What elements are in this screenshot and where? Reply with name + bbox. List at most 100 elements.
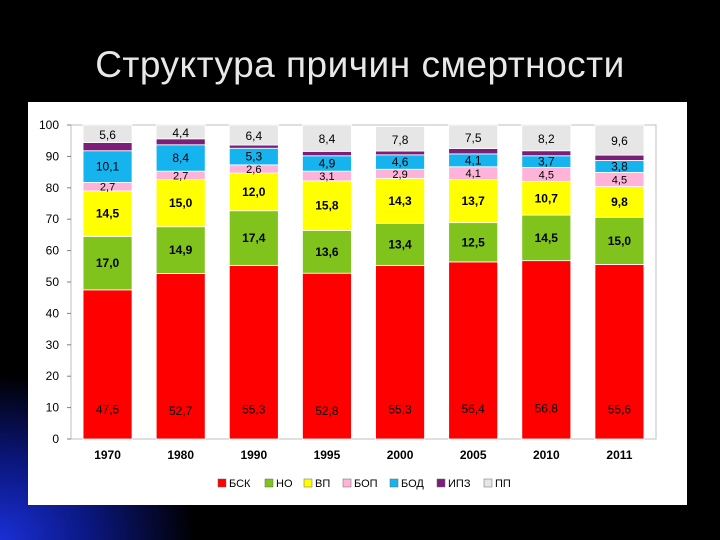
data-label: 9,8 [611,195,628,209]
data-label: 13,6 [315,245,339,259]
data-label: 4,9 [319,156,336,170]
y-tick-label: 50 [46,275,60,289]
bar-segment [375,222,425,266]
data-label: 4,5 [612,174,627,186]
bar-segment [82,236,133,291]
y-tick-label: 90 [46,149,60,163]
legend-swatch [342,478,352,488]
data-label: 14,3 [388,194,412,208]
data-label: 4,4 [172,126,189,140]
legend-label: НО [276,478,293,490]
data-label: 5,3 [245,150,262,164]
bar-segment [448,124,499,149]
data-label: 14,5 [96,207,120,221]
bar-segment [448,222,499,263]
legend-label: ИПЗ [448,478,471,490]
data-label: 55,6 [608,402,632,416]
y-tick-label: 20 [46,369,60,383]
data-label: 12,5 [462,235,486,249]
bar-segment [228,172,279,212]
y-tick-label: 40 [46,306,60,320]
data-label: 3,8 [611,159,628,173]
bar-segment [594,264,645,440]
legend-label: ВП [315,478,330,490]
data-label: 12,0 [242,185,266,199]
chart-panel: 0 10 20 30 40 50 60 70 80 90 100 47,5 17,0 14,5 2,7 10,… [28,102,687,505]
data-label: 14,9 [169,243,193,257]
x-tick-label: 2010 [533,448,560,462]
stacked-bar-chart: 0 10 20 30 40 50 60 70 80 90 100 47,5 17,0 14,5 2,7 10,… [39,118,657,490]
bar-segment [302,230,352,274]
data-label: 2,9 [392,169,407,181]
bar-segment [375,150,425,156]
bar-segment [228,124,279,146]
data-label: 5,6 [99,128,116,142]
data-label: 2,7 [100,182,115,194]
data-label: 2,6 [246,164,261,176]
x-tick-label: 2005 [460,448,487,462]
bar-segment [155,124,206,140]
data-label: 13,4 [388,237,412,251]
data-label: 55,3 [242,402,266,416]
bar-segment [155,179,206,228]
bar-segment [521,150,572,157]
x-tick-label: 1995 [314,448,341,462]
y-tick-label: 60 [46,244,60,258]
data-label: 52,7 [169,404,193,418]
legend-swatch [217,478,227,488]
bar-segment [521,124,572,152]
legend-label: БОД [401,478,424,490]
legend-swatch [303,478,313,488]
bar-segment [228,210,279,266]
data-label: 17,4 [242,231,266,245]
bar-segment [82,190,133,237]
data-label: 47,5 [96,403,120,417]
bar-segment [594,186,645,218]
data-label: 8,4 [319,132,336,146]
legend-label: БОП [354,478,378,490]
data-label: 56,8 [535,402,559,416]
bar-segment [82,150,133,183]
bar-segment [521,260,572,440]
data-label: 10,7 [535,191,559,205]
bar-segment [594,124,645,156]
legend-swatch [264,478,274,488]
data-label: 9,6 [611,134,628,148]
legend-swatch [389,478,399,488]
bar-segment [594,154,645,161]
x-tick-label: 1990 [240,448,267,462]
data-label: 55,3 [388,402,412,416]
bar-segment [82,142,133,152]
data-label: 4,5 [539,169,554,181]
bar-segment [228,264,279,440]
data-label: 8,4 [172,151,189,165]
x-tick-label: 1980 [167,448,194,462]
legend-label: ПП [495,478,511,490]
y-tick-label: 10 [46,401,60,415]
data-label: 7,8 [392,133,409,147]
data-label: 17,0 [96,256,120,270]
x-tick-label: 1970 [94,448,121,462]
y-tick-label: 100 [39,118,59,132]
bar-segment [594,216,645,265]
data-label: 56,4 [462,402,486,416]
legend-label: БСК [229,478,251,490]
data-label: 52,8 [315,404,339,418]
bar-segment [521,214,572,262]
y-tick-label: 0 [52,432,59,446]
data-label: 3,1 [319,171,334,183]
x-tick-label: 2011 [606,448,632,462]
legend-swatch [436,478,446,488]
bar-segment [302,180,352,231]
data-label: 13,7 [462,194,486,208]
data-label: 7,5 [465,131,482,145]
data-label: 3,7 [538,155,555,169]
x-tick-label: 2000 [387,448,414,462]
bar-segment [155,273,206,440]
bar-segment [302,150,352,157]
data-label: 4,6 [392,155,409,169]
data-label: 15,8 [315,199,339,213]
data-label: 4,1 [465,153,482,167]
data-label: 15,0 [608,234,632,248]
data-label: 4,1 [466,168,481,180]
